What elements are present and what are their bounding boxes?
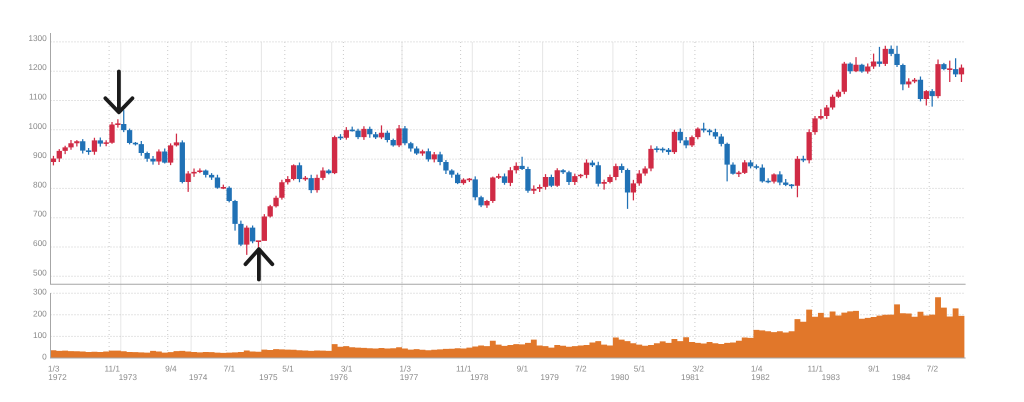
svg-text:11/1: 11/1 (808, 364, 824, 374)
svg-text:700: 700 (33, 209, 47, 219)
svg-text:1100: 1100 (29, 92, 47, 102)
svg-text:1/3: 1/3 (399, 364, 411, 374)
svg-text:800: 800 (33, 179, 47, 189)
svg-text:1983: 1983 (822, 372, 841, 382)
svg-text:7/1: 7/1 (224, 364, 236, 374)
svg-text:1977: 1977 (400, 372, 419, 382)
svg-text:600: 600 (33, 238, 47, 248)
svg-text:3/2: 3/2 (692, 364, 704, 374)
svg-text:200: 200 (33, 308, 47, 318)
svg-text:3/1: 3/1 (341, 364, 353, 374)
svg-text:1/4: 1/4 (751, 364, 763, 374)
svg-text:1982: 1982 (751, 372, 770, 382)
svg-text:1975: 1975 (259, 372, 278, 382)
svg-text:1978: 1978 (470, 372, 489, 382)
svg-text:1974: 1974 (189, 372, 208, 382)
svg-text:5/1: 5/1 (634, 364, 646, 374)
svg-text:900: 900 (33, 150, 47, 160)
svg-text:1984: 1984 (892, 372, 911, 382)
svg-text:11/1: 11/1 (456, 364, 472, 374)
svg-text:9/1: 9/1 (517, 364, 529, 374)
svg-text:1980: 1980 (611, 372, 630, 382)
svg-text:1300: 1300 (28, 33, 47, 43)
svg-text:1000: 1000 (28, 121, 47, 131)
svg-text:0: 0 (42, 352, 47, 362)
svg-text:100: 100 (33, 330, 47, 340)
svg-text:1973: 1973 (119, 372, 138, 382)
svg-text:7/2: 7/2 (575, 364, 587, 374)
svg-text:1979: 1979 (540, 372, 559, 382)
svg-text:1972: 1972 (48, 372, 67, 382)
svg-text:5/1: 5/1 (282, 364, 294, 374)
svg-text:300: 300 (33, 287, 47, 297)
svg-text:7/2: 7/2 (927, 364, 939, 374)
svg-text:1976: 1976 (329, 372, 348, 382)
svg-text:9/4: 9/4 (165, 364, 177, 374)
svg-text:1200: 1200 (28, 62, 47, 72)
svg-text:500: 500 (33, 267, 47, 277)
svg-text:9/1: 9/1 (868, 364, 880, 374)
svg-text:1981: 1981 (681, 372, 700, 382)
svg-text:11/1: 11/1 (105, 364, 121, 374)
svg-text:1/3: 1/3 (48, 364, 60, 374)
